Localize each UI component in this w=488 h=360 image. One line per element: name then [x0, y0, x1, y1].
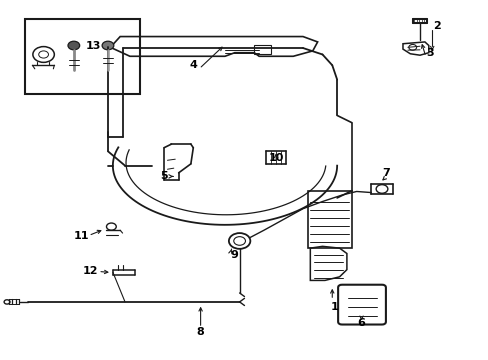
Bar [254, 45, 271, 54]
Text: 3: 3 [425, 48, 433, 58]
Bar [25, 19, 140, 94]
Text: 7: 7 [381, 168, 389, 178]
Text: 8: 8 [196, 327, 204, 337]
Text: 4: 4 [189, 60, 197, 70]
Text: 13: 13 [85, 41, 101, 50]
Text: 10: 10 [268, 153, 284, 163]
Text: 1: 1 [330, 302, 338, 312]
Text: 6: 6 [357, 319, 365, 328]
Text: 5: 5 [160, 171, 167, 181]
Text: 11: 11 [73, 231, 89, 240]
Text: 2: 2 [432, 21, 440, 31]
Text: 12: 12 [83, 266, 99, 276]
Circle shape [68, 41, 80, 50]
Bar [307, 191, 351, 248]
Text: 9: 9 [230, 250, 238, 260]
Circle shape [102, 41, 114, 50]
